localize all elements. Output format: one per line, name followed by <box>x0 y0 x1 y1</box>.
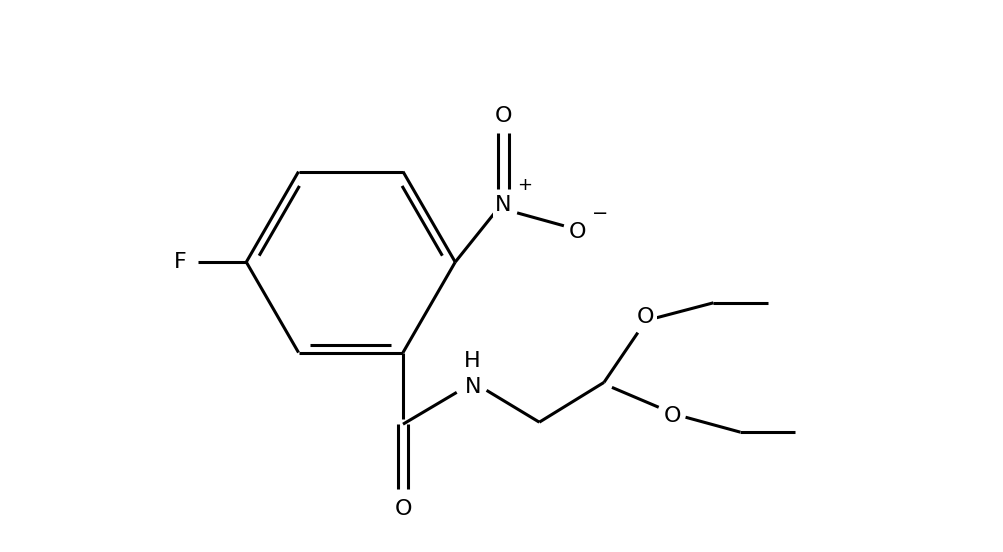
Text: O: O <box>636 307 654 327</box>
Text: N: N <box>464 378 480 397</box>
Text: +: + <box>518 176 532 194</box>
Text: O: O <box>663 406 681 426</box>
Text: O: O <box>394 499 411 519</box>
Text: O: O <box>569 222 586 242</box>
Text: N: N <box>494 195 511 215</box>
Text: O: O <box>493 107 512 126</box>
Text: H: H <box>463 351 480 370</box>
Text: F: F <box>175 252 187 272</box>
Text: −: − <box>591 204 607 224</box>
